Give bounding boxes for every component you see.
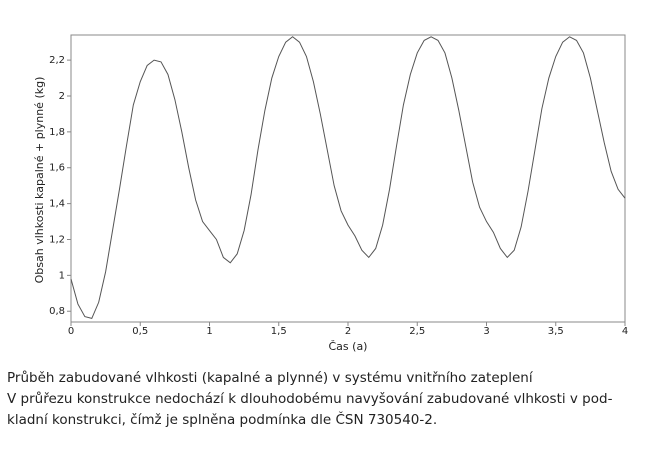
chart: Čas (a) Obsah vlhkosti kapalné + plynné …: [33, 34, 628, 353]
y-tick-label: 1,8: [49, 127, 65, 138]
y-tick-label: 1,2: [49, 234, 65, 245]
caption-line: Průběh zabudované vlhkosti (kapalné a pl…: [7, 370, 533, 386]
y-tick-label: 1,4: [49, 199, 65, 210]
x-tick-label: 3,5: [548, 326, 564, 337]
data-line: [70, 36, 626, 320]
x-tick-label: 4: [622, 326, 628, 337]
y-tick-label: 1: [59, 270, 65, 281]
x-tick-label: 1: [206, 326, 212, 337]
plot-frame: [70, 34, 626, 323]
x-tick-label: 1,5: [271, 326, 287, 337]
y-tick-label: 2: [59, 91, 65, 102]
caption-line: kladní konstrukci, čímž je splněna podmí…: [7, 412, 438, 428]
y-axis-label: Obsah vlhkosti kapalné + plynné (kg): [33, 77, 46, 284]
y-tick-label: 0,8: [49, 306, 65, 317]
y-tick-label: 2,2: [49, 55, 65, 66]
caption-line: V průřezu konstrukce nedochází k dlouhod…: [7, 391, 613, 407]
x-tick-label: 2: [345, 326, 351, 337]
x-tick-label: 2,5: [409, 326, 425, 337]
x-axis-label: Čas (a): [329, 340, 368, 353]
x-tick-label: 0: [68, 326, 74, 337]
x-tick-label: 0,5: [132, 326, 148, 337]
y-tick-label: 1,6: [49, 163, 65, 174]
x-tick-label: 3: [483, 326, 489, 337]
